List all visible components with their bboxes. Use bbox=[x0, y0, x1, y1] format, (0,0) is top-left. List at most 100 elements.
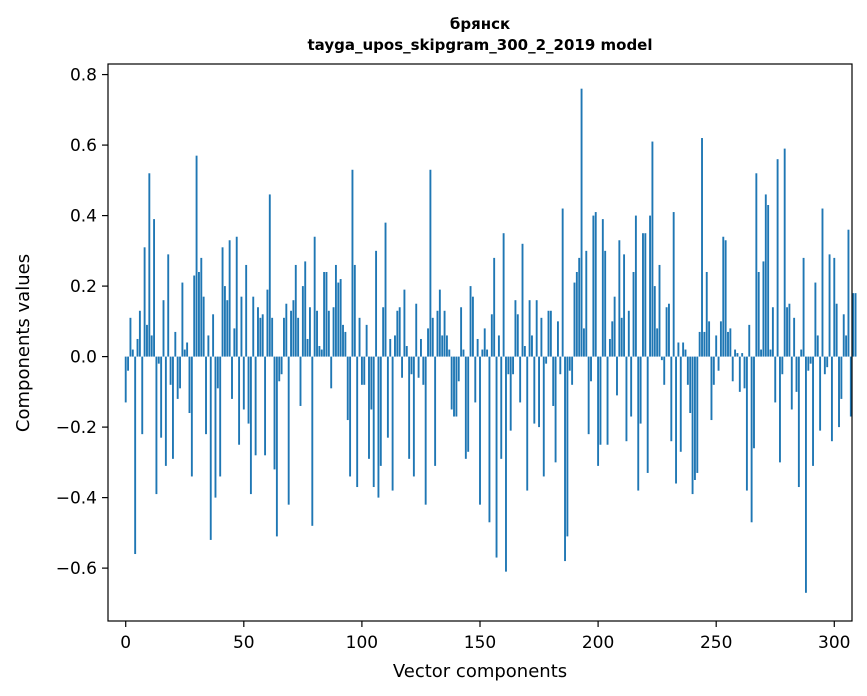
bar-233 bbox=[675, 356, 677, 484]
bar-266 bbox=[753, 356, 755, 449]
bar-94 bbox=[346, 356, 349, 421]
bar-163 bbox=[509, 356, 512, 431]
bar-265 bbox=[750, 356, 753, 523]
bar-182 bbox=[554, 356, 557, 463]
bar-142 bbox=[460, 307, 463, 357]
bar-251 bbox=[717, 356, 720, 371]
chart-subtitle: tayga_upos_skipgram_300_2_2019 model bbox=[308, 36, 653, 54]
bar-286 bbox=[800, 349, 803, 357]
bar-153 bbox=[486, 349, 489, 357]
bar-42 bbox=[223, 286, 226, 357]
bar-302 bbox=[838, 356, 840, 428]
bar-240 bbox=[691, 356, 694, 495]
bar-289 bbox=[807, 356, 810, 371]
bar-105 bbox=[372, 356, 375, 488]
bar-134 bbox=[441, 335, 444, 357]
bar-110 bbox=[384, 222, 387, 357]
bar-304 bbox=[842, 314, 845, 357]
bar-212 bbox=[625, 356, 628, 442]
bar-254 bbox=[724, 240, 727, 357]
bar-28 bbox=[190, 356, 193, 477]
bar-52 bbox=[247, 356, 250, 424]
bar-160 bbox=[502, 233, 505, 357]
bar-155 bbox=[490, 314, 493, 357]
bar-253 bbox=[722, 236, 725, 357]
bar-229 bbox=[665, 307, 668, 357]
bar-18 bbox=[167, 254, 170, 357]
bar-231 bbox=[670, 356, 673, 442]
bar-147 bbox=[471, 296, 474, 357]
bar-47 bbox=[235, 236, 238, 357]
bar-284 bbox=[795, 356, 798, 392]
bar-275 bbox=[774, 356, 777, 403]
bar-14 bbox=[157, 356, 160, 364]
bar-74 bbox=[299, 356, 302, 406]
bar-91 bbox=[339, 279, 342, 357]
bar-33 bbox=[202, 296, 205, 357]
bar-22 bbox=[176, 356, 179, 399]
bar-7 bbox=[141, 356, 144, 435]
bar-122 bbox=[412, 356, 415, 477]
bar-165 bbox=[514, 300, 517, 357]
bar-133 bbox=[438, 289, 441, 357]
bar-185 bbox=[561, 208, 564, 357]
bar-62 bbox=[271, 317, 274, 357]
bar-81 bbox=[316, 310, 318, 357]
bar-220 bbox=[644, 233, 647, 357]
bar-144 bbox=[464, 356, 467, 459]
bar-272 bbox=[767, 205, 770, 357]
bar-276 bbox=[776, 159, 779, 357]
bar-130 bbox=[431, 317, 434, 357]
bar-294 bbox=[819, 356, 822, 431]
bar-177 bbox=[542, 356, 545, 477]
bar-37 bbox=[212, 314, 215, 357]
bar-197 bbox=[590, 356, 592, 382]
bar-261 bbox=[741, 353, 744, 357]
bar-29 bbox=[193, 275, 196, 357]
bar-237 bbox=[684, 349, 687, 357]
bar-161 bbox=[505, 356, 507, 572]
bar-3 bbox=[131, 349, 134, 357]
bar-20 bbox=[172, 356, 174, 459]
bar-15 bbox=[160, 356, 163, 438]
bar-291 bbox=[812, 356, 814, 466]
bar-173 bbox=[533, 356, 536, 424]
bar-89 bbox=[334, 264, 337, 357]
bar-192 bbox=[578, 257, 581, 357]
bar-168 bbox=[521, 243, 524, 357]
bar-152 bbox=[483, 328, 486, 357]
bar-171 bbox=[528, 300, 531, 357]
bar-39 bbox=[216, 356, 219, 389]
x-axis-label: Vector components bbox=[393, 661, 567, 682]
bar-13 bbox=[155, 356, 158, 495]
bar-43 bbox=[226, 300, 229, 357]
bar-72 bbox=[294, 264, 297, 357]
bar-135 bbox=[443, 310, 446, 357]
bar-193 bbox=[580, 88, 583, 357]
bar-268 bbox=[757, 271, 760, 357]
bar-259 bbox=[736, 353, 739, 357]
bar-149 bbox=[476, 338, 479, 357]
bar-141 bbox=[457, 356, 460, 382]
bar-263 bbox=[745, 356, 748, 491]
bar-12 bbox=[153, 219, 156, 357]
bar-8 bbox=[143, 247, 146, 357]
bar-277 bbox=[779, 356, 781, 463]
bar-211 bbox=[623, 254, 626, 357]
bar-9 bbox=[146, 324, 148, 357]
bar-235 bbox=[679, 356, 682, 452]
y-tick-label: −0.2 bbox=[56, 418, 97, 438]
bar-118 bbox=[403, 289, 406, 357]
bar-157 bbox=[495, 356, 498, 558]
bar-257 bbox=[731, 356, 734, 382]
bar-225 bbox=[656, 328, 659, 357]
bar-244 bbox=[701, 138, 703, 357]
bar-27 bbox=[188, 356, 191, 414]
bar-228 bbox=[663, 356, 666, 385]
bar-287 bbox=[802, 257, 805, 357]
bar-80 bbox=[313, 236, 316, 357]
bar-79 bbox=[311, 356, 314, 526]
bar-17 bbox=[164, 356, 167, 466]
y-tick-label: 0.2 bbox=[70, 277, 97, 297]
bar-288 bbox=[804, 356, 807, 593]
